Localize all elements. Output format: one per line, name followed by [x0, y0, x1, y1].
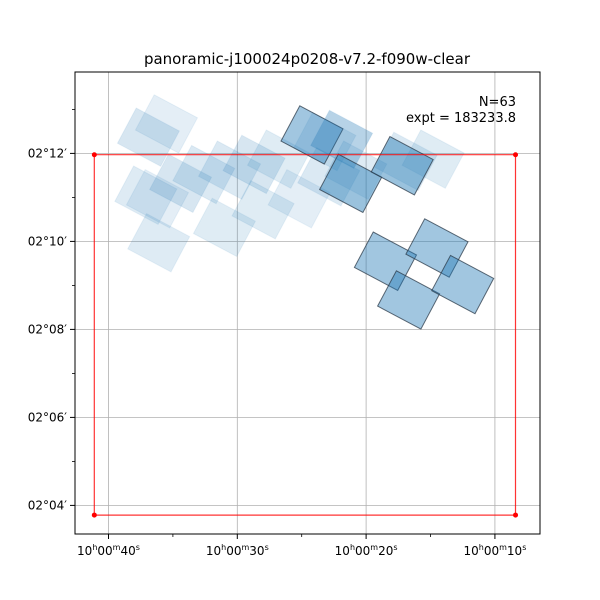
footprint-tile	[134, 94, 199, 154]
x-tick-label: 10h00m40s	[77, 543, 140, 558]
footprint-tile	[297, 146, 361, 207]
y-tick-label: 02°10′	[28, 234, 68, 248]
footprint-tile	[370, 135, 434, 196]
plot-frame	[74, 71, 541, 535]
y-tick-label: 02°04′	[28, 498, 68, 512]
footprint-tile	[172, 144, 236, 205]
chart-title: panoramic-j100024p0208-v7.2-f090w-clear	[144, 50, 471, 68]
footprint-tile	[246, 129, 311, 189]
x-tick-label: 10h00m20s	[335, 543, 398, 558]
x-tick-label: 10h00m10s	[463, 543, 526, 558]
exposure-annotation: expt = 183233.8	[406, 111, 516, 126]
footprint-tile	[222, 134, 286, 195]
grid-lines	[75, 72, 540, 534]
footprint-tile	[353, 231, 418, 292]
footprint-tile	[192, 197, 257, 258]
footprint-tile	[280, 105, 344, 165]
y-tick-label: 02°08′	[28, 322, 68, 336]
footprint-tile	[267, 168, 331, 229]
footprint-tile	[197, 140, 262, 200]
footprint-tile	[125, 168, 190, 229]
footprint-tile	[114, 165, 178, 226]
count-annotation: N=63	[479, 95, 516, 110]
footprint-tile	[376, 270, 441, 330]
y-tick-label: 02°12′	[28, 146, 68, 160]
footprint-tile	[374, 131, 438, 192]
axis-ticks: 10h00m40s 10h00m30s 10h00m20s 10h00m10s 02°0…	[28, 109, 526, 558]
footprint-tile	[231, 179, 295, 240]
outline-vertex	[91, 512, 97, 518]
footprint-tile	[116, 107, 181, 167]
footprints	[114, 94, 495, 330]
footprint-tile	[318, 153, 383, 214]
footprint-tile	[405, 218, 469, 278]
footprint-tile	[309, 109, 374, 170]
footprint-tile	[431, 254, 495, 315]
footprint-tile	[127, 212, 191, 273]
y-tick-label: 02°06′	[28, 410, 68, 424]
outline-vertex	[91, 152, 97, 158]
outline-vertex	[513, 512, 519, 518]
x-tick-label: 10h00m30s	[206, 543, 269, 558]
outline-vertex	[513, 152, 519, 158]
footprint-tile	[148, 153, 213, 214]
outline	[91, 152, 519, 518]
